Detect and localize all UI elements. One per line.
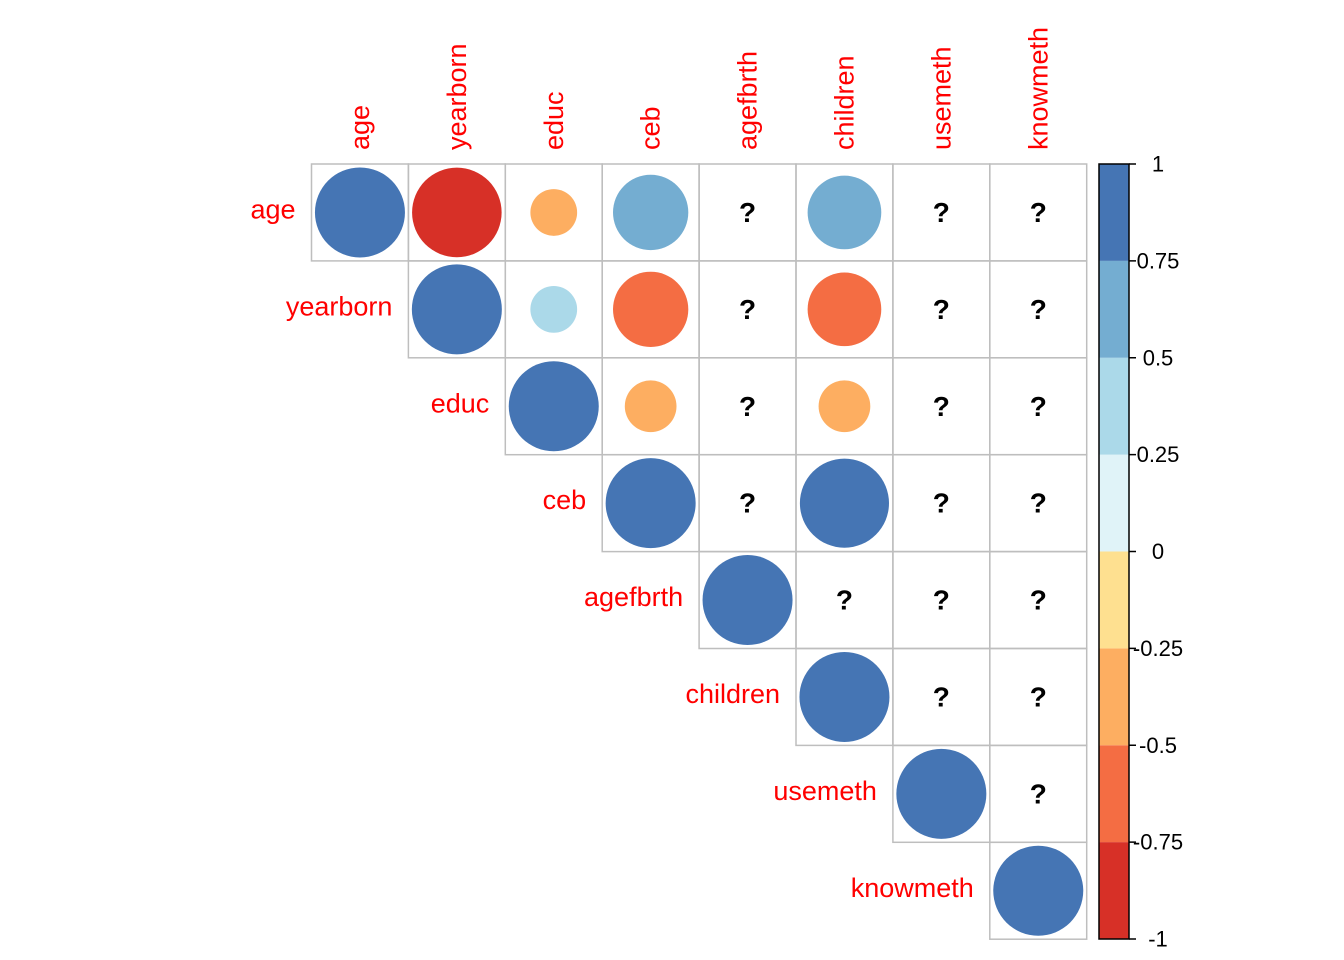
legend-band-2 (1099, 648, 1129, 746)
cell-grid (310, 163, 1088, 940)
na-mark-educ-knowmeth: ? (1030, 391, 1047, 422)
row-label-usemeth: usemeth (773, 776, 877, 806)
legend-band-7 (1099, 164, 1129, 261)
column-label-knowmeth: knowmeth (1023, 27, 1053, 150)
row-label-children: children (685, 679, 780, 709)
na-mark-educ-usemeth: ? (933, 391, 950, 422)
column-labels: age yearborn educ ceb agefbrth children usemet… (345, 27, 1053, 150)
row-label-yearborn: yearborn (286, 291, 393, 321)
legend-tick-label-5: -0.25 (1133, 636, 1183, 661)
corr-circle-age-educ (530, 189, 578, 236)
row-label-ceb: ceb (543, 485, 587, 515)
na-mark-educ-agefbrth: ? (739, 391, 756, 422)
correlation-circles (314, 167, 1084, 936)
column-label-usemeth: usemeth (926, 46, 956, 150)
column-label-children: children (829, 55, 859, 150)
legend-tick-label-6: -0.5 (1139, 733, 1177, 758)
corr-circle-agefbrth-agefbrth (702, 555, 793, 646)
legend-band-3 (1099, 551, 1129, 649)
row-label-educ: educ (431, 388, 490, 418)
na-mark-yearborn-knowmeth: ? (1030, 294, 1047, 325)
na-mark-yearborn-agefbrth: ? (739, 294, 756, 325)
column-label-yearborn: yearborn (442, 43, 472, 150)
na-mark-age-knowmeth: ? (1030, 197, 1047, 228)
corr-circle-yearborn-educ (530, 285, 578, 333)
na-mark-children-usemeth: ? (933, 681, 950, 712)
column-label-educ: educ (539, 91, 569, 150)
corr-circle-age-children (807, 175, 882, 250)
na-mark-ceb-knowmeth: ? (1030, 488, 1047, 519)
na-mark-agefbrth-usemeth: ? (933, 585, 950, 616)
corr-circle-yearborn-children (807, 272, 882, 347)
legend-tick-label-1: 0.75 (1137, 248, 1180, 273)
row-label-knowmeth: knowmeth (851, 873, 974, 903)
corr-circle-educ-ceb (624, 380, 677, 433)
row-label-age: age (250, 194, 295, 224)
na-mark-ceb-agefbrth: ? (739, 488, 756, 519)
legend-tick-label-0: 1 (1152, 152, 1164, 177)
na-mark-usemeth-knowmeth: ? (1030, 778, 1047, 809)
legend-band-5 (1099, 357, 1129, 455)
na-mark-agefbrth-knowmeth: ? (1030, 585, 1047, 616)
legend-band-0 (1099, 842, 1129, 939)
corr-circle-ceb-ceb (605, 458, 696, 549)
na-mark-children-knowmeth: ? (1030, 681, 1047, 712)
legend-tick-label-8: -1 (1148, 927, 1168, 952)
corr-circle-usemeth-usemeth (896, 748, 987, 839)
row-label-agefbrth: agefbrth (584, 582, 683, 612)
legend-band-4 (1099, 454, 1129, 552)
legend-tick-label-2: 0.5 (1143, 345, 1174, 370)
corr-circle-age-ceb (613, 174, 689, 251)
missing-markers: ?????????????????? (739, 197, 1047, 809)
na-mark-agefbrth-children: ? (836, 585, 853, 616)
legend-band-1 (1099, 745, 1129, 843)
corr-circle-age-yearborn (412, 167, 502, 258)
corr-circle-educ-children (818, 380, 871, 433)
legend-band-6 (1099, 260, 1129, 358)
column-label-age: age (345, 105, 375, 150)
legend-tick-label-7: -0.75 (1133, 830, 1183, 855)
column-label-agefbrth: agefbrth (733, 51, 763, 150)
na-mark-yearborn-usemeth: ? (933, 294, 950, 325)
legend-tick-label-4: 0 (1152, 539, 1164, 564)
corr-circle-yearborn-ceb (613, 271, 689, 347)
corr-circle-knowmeth-knowmeth (993, 845, 1084, 936)
corr-circle-ceb-children (799, 458, 889, 548)
color-legend: 1 0.75 0.5 0.25 0 -0.25 -0.5 -0.75 -1 (1098, 152, 1183, 952)
corr-circle-educ-educ (508, 361, 599, 452)
column-label-ceb: ceb (636, 106, 666, 150)
grid-cell-knowmeth-knowmeth (989, 841, 1088, 940)
na-mark-age-agefbrth: ? (739, 197, 756, 228)
row-labels: age yearborn educ ceb agefbrth children usemet… (250, 194, 973, 902)
legend-tick-label-3: 0.25 (1137, 442, 1180, 467)
corr-circle-age-age (314, 167, 405, 258)
corr-circle-yearborn-yearborn (411, 264, 502, 355)
corr-circle-children-children (799, 651, 890, 742)
na-mark-ceb-usemeth: ? (933, 488, 950, 519)
na-mark-age-usemeth: ? (933, 197, 950, 228)
